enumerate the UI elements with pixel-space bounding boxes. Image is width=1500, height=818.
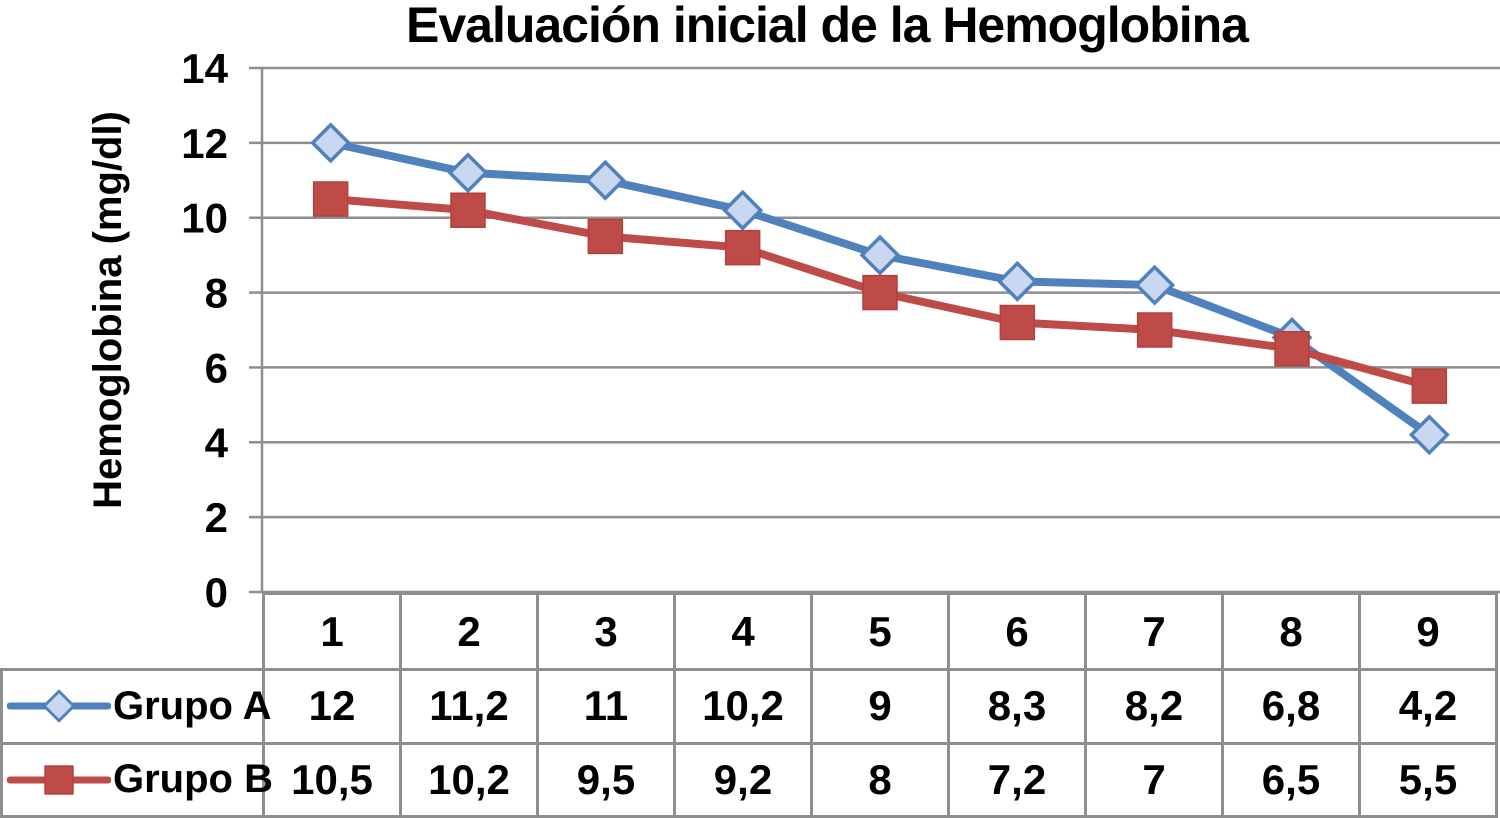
legend-square-icon <box>7 765 111 795</box>
value-cell: 10,2 <box>673 668 813 745</box>
legend-key: Grupo A <box>3 683 272 729</box>
marker-square <box>450 192 486 228</box>
gridlines-group <box>262 66 1500 594</box>
y-tick-label: 4 <box>205 419 229 466</box>
marker-square <box>1274 330 1310 367</box>
legend-label: Grupo A <box>113 683 272 728</box>
marker-diamond <box>310 122 352 164</box>
category-cell: 4 <box>673 591 813 672</box>
category-cell: 6 <box>947 591 1087 672</box>
value-cell: 9,2 <box>673 741 813 818</box>
value-cell: 8 <box>810 741 950 818</box>
value-cell: 8,3 <box>947 668 1087 745</box>
category-cell: 8 <box>1221 591 1361 672</box>
marker-square <box>1411 368 1448 404</box>
y-tick-label: 0 <box>205 569 228 616</box>
y-tick-label: 8 <box>205 270 228 317</box>
y-tick-label: 10 <box>181 195 228 242</box>
marker-diamond <box>42 689 76 724</box>
marker-square <box>862 274 898 311</box>
y-tick-label: 14 <box>181 45 228 92</box>
value-cell: 7,2 <box>947 741 1087 818</box>
marker-diamond <box>722 189 764 231</box>
category-cell: 7 <box>1084 591 1224 672</box>
legend-cell: Grupo B <box>0 741 273 818</box>
marker-square <box>44 765 74 795</box>
value-cell: 9,5 <box>536 741 676 818</box>
table-corner-blank <box>2 594 264 670</box>
value-cell: 9 <box>810 668 950 745</box>
table-row-grupo-a: Grupo A 12 11,2 11 10,2 9 8,3 8,2 6,8 4,2 <box>0 668 1498 745</box>
y-axis-title: Hemoglobina (mg/dl) <box>86 111 130 509</box>
value-cell: 10,5 <box>262 741 402 818</box>
marker-diamond <box>584 159 626 201</box>
category-cell: 3 <box>536 591 676 672</box>
value-cell: 6,8 <box>1221 668 1361 745</box>
line-chart-plot: Hemoglobina (mg/dl) 0 2 4 6 8 10 12 14 <box>86 45 1500 616</box>
legend-diamond-icon <box>7 689 111 724</box>
marker-square <box>999 304 1036 341</box>
y-tick-label: 2 <box>205 494 228 541</box>
value-cell: 6,5 <box>1221 741 1361 818</box>
marker-diamond <box>859 234 901 276</box>
marker-square <box>724 229 761 266</box>
marker-diamond <box>1408 414 1450 456</box>
value-cell: 10,2 <box>399 741 539 818</box>
marker-diamond <box>447 152 489 194</box>
chart-title: Evaluación inicial de la Hemoglobina <box>405 0 1249 53</box>
legend-cell: Grupo A <box>0 668 272 745</box>
value-cell: 11,2 <box>399 668 539 745</box>
value-cell: 11 <box>536 668 676 745</box>
marker-square <box>587 218 624 255</box>
legend-label: Grupo B <box>113 757 273 802</box>
category-cell: 5 <box>810 591 950 672</box>
marker-diamond <box>1134 264 1176 306</box>
chart-data-table: 1 2 3 4 5 6 7 8 9 Grupo A 12 11,2 11 10,2 9 8,3 8,2 6,8 4,… <box>0 591 1498 818</box>
category-cell: 9 <box>1358 591 1498 672</box>
y-axis-group: 0 2 4 6 8 10 12 14 <box>181 45 264 616</box>
marker-square <box>1136 312 1173 348</box>
legend-key: Grupo B <box>3 757 273 803</box>
value-cell: 5,5 <box>1358 741 1498 818</box>
value-cell: 12 <box>262 668 402 745</box>
marker-diamond <box>996 260 1038 302</box>
marker-square <box>312 181 349 217</box>
table-row-grupo-b: Grupo B 10,5 10,2 9,5 9,2 8 7,2 7 6,5 5,5 <box>0 741 1498 818</box>
series-grupo-b <box>312 181 1448 404</box>
series-group <box>310 122 1450 456</box>
value-cell: 7 <box>1084 741 1224 818</box>
value-cell: 4,2 <box>1358 668 1498 745</box>
value-cell: 8,2 <box>1084 668 1224 745</box>
y-tick-label: 12 <box>181 120 228 167</box>
y-tick-label: 6 <box>205 344 228 391</box>
category-cell: 1 <box>262 591 402 672</box>
category-cell: 2 <box>399 591 539 672</box>
